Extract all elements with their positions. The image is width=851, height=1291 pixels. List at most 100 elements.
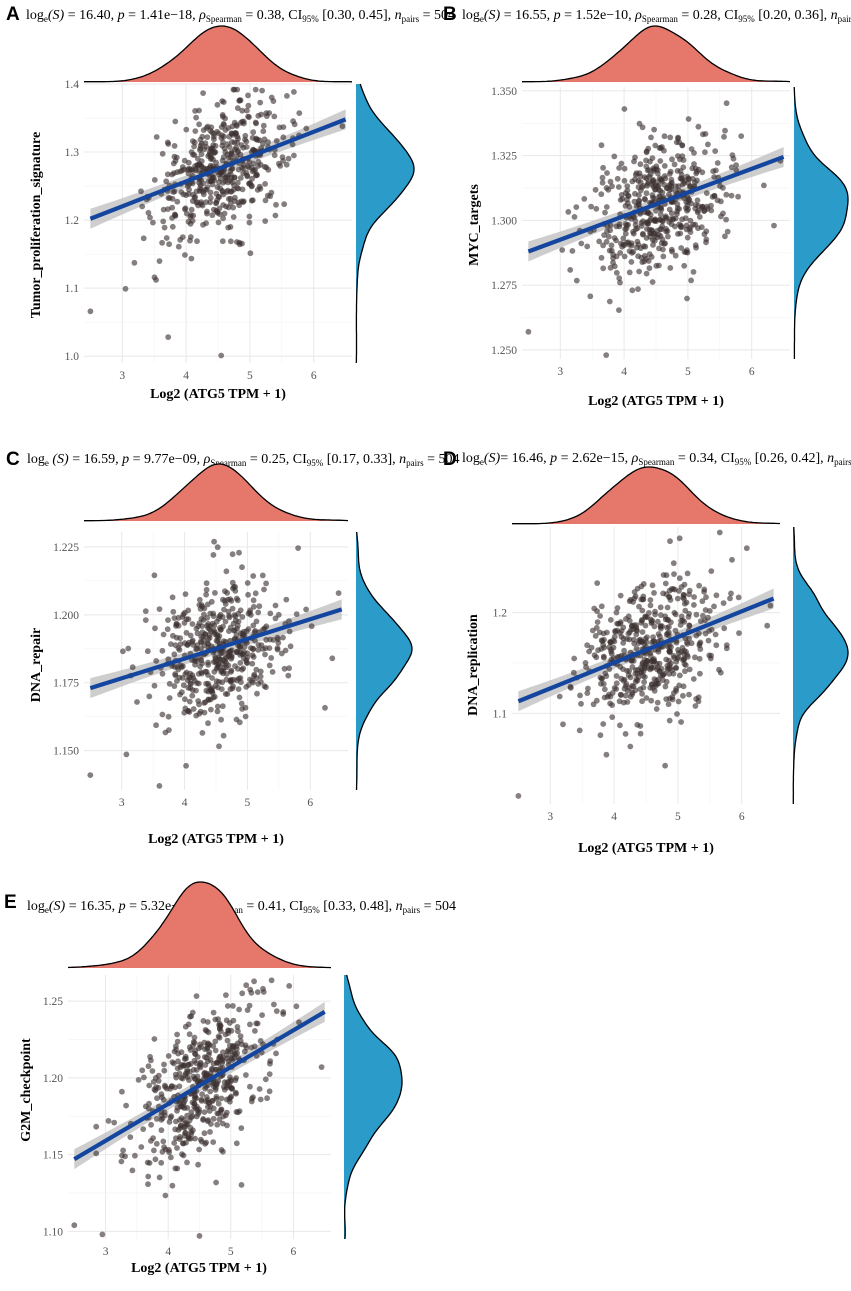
data-point xyxy=(177,691,183,698)
data-point xyxy=(192,1135,198,1142)
data-point xyxy=(209,675,216,681)
data-point xyxy=(665,632,672,639)
data-point xyxy=(174,678,180,684)
data-point xyxy=(581,196,588,202)
data-point xyxy=(252,86,259,93)
data-point xyxy=(683,648,689,655)
data-point xyxy=(677,230,684,237)
data-point xyxy=(144,1159,151,1166)
panel-subtitle: loge(S) = 16.55, p = 1.52e−10, ρSpearman… xyxy=(462,8,851,24)
data-point xyxy=(262,651,268,658)
data-point xyxy=(596,238,603,245)
data-point xyxy=(250,597,257,604)
data-point xyxy=(289,141,296,148)
data-point xyxy=(686,591,692,598)
data-point xyxy=(622,221,629,227)
data-point xyxy=(629,287,636,294)
data-point xyxy=(200,127,207,133)
data-point xyxy=(200,1116,207,1122)
data-point xyxy=(193,625,200,632)
data-point xyxy=(205,1117,212,1123)
data-point xyxy=(173,621,180,628)
data-point xyxy=(599,179,606,186)
data-point xyxy=(222,691,229,697)
data-point xyxy=(170,608,177,615)
data-point xyxy=(303,606,309,613)
data-point xyxy=(163,178,170,185)
data-point xyxy=(205,1058,211,1065)
data-point xyxy=(646,610,652,616)
data-point xyxy=(685,116,692,122)
data-point xyxy=(172,1165,179,1172)
data-point xyxy=(194,238,200,245)
data-point xyxy=(153,658,160,664)
data-point xyxy=(190,1039,197,1045)
data-point xyxy=(607,178,614,185)
data-point xyxy=(93,1150,100,1157)
data-point xyxy=(253,618,260,625)
data-point xyxy=(666,587,673,594)
data-point xyxy=(251,1043,258,1050)
data-point xyxy=(224,1003,231,1009)
data-point xyxy=(253,666,260,673)
data-point xyxy=(246,219,253,226)
data-point xyxy=(233,123,240,129)
x-tick-label: 3 xyxy=(119,797,125,809)
data-point xyxy=(218,1095,225,1102)
data-point xyxy=(716,529,723,536)
data-point xyxy=(180,1152,187,1159)
data-point xyxy=(618,192,625,198)
data-point xyxy=(688,640,695,647)
data-point xyxy=(638,619,645,626)
data-point xyxy=(159,150,166,157)
data-point xyxy=(201,1109,208,1115)
data-point xyxy=(218,1106,225,1113)
data-point xyxy=(214,1121,221,1128)
data-point xyxy=(592,633,599,639)
data-point xyxy=(639,124,646,131)
x-tick-label: 5 xyxy=(675,811,681,823)
data-point xyxy=(647,616,654,623)
data-point xyxy=(728,192,735,199)
data-point xyxy=(576,727,583,734)
data-point xyxy=(643,270,650,277)
data-point xyxy=(186,698,193,705)
data-point xyxy=(234,625,240,632)
data-point xyxy=(213,1179,220,1186)
data-point xyxy=(204,1071,210,1078)
data-point xyxy=(266,1088,273,1095)
data-point xyxy=(243,659,250,666)
data-point xyxy=(642,622,649,629)
data-point xyxy=(205,720,211,727)
data-point xyxy=(617,592,624,599)
data-point xyxy=(250,573,257,579)
data-point xyxy=(700,612,706,619)
data-point xyxy=(227,1048,234,1054)
data-point xyxy=(771,222,777,229)
data-point xyxy=(277,163,284,169)
data-point xyxy=(123,751,130,758)
data-point xyxy=(159,647,166,654)
data-point xyxy=(111,1119,118,1126)
data-point xyxy=(205,1082,212,1089)
data-point xyxy=(204,1019,211,1025)
data-point xyxy=(162,1192,169,1199)
data-point xyxy=(231,1055,238,1062)
y-axis-title: G2M_checkpoint xyxy=(19,1038,34,1142)
data-point xyxy=(271,152,278,159)
data-point xyxy=(227,678,234,684)
data-point xyxy=(668,619,674,626)
data-point xyxy=(256,1086,263,1092)
data-point xyxy=(593,205,600,212)
data-point xyxy=(244,650,251,657)
data-point xyxy=(696,582,702,589)
data-point xyxy=(584,690,591,696)
data-point xyxy=(198,158,205,165)
data-point xyxy=(257,1096,264,1103)
data-point xyxy=(154,1095,160,1102)
data-point xyxy=(260,128,267,135)
data-point xyxy=(727,595,733,602)
data-point xyxy=(659,623,665,629)
data-point xyxy=(225,662,232,669)
